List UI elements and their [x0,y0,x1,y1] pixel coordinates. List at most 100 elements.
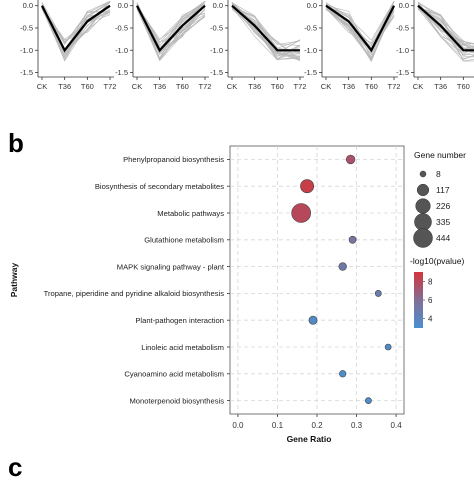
profile-y-tick-label: -1.5 [115,68,128,77]
color-legend-label: 4 [428,315,433,324]
profile-x-tick-label: T72 [199,82,212,91]
size-legend-title: Gene number [414,150,466,160]
y-axis-title: Pathway [9,262,19,297]
profile-y-tick-label: -0.5 [304,23,317,32]
profile-x-tick-label: T60 [176,82,189,91]
profile-x-tick-label: T72 [104,82,117,91]
panel-c-label: c [8,452,23,482]
gene-profile-line [136,8,206,62]
profile-subplot-1: 0.0 -0.5 -1.0 -1.5 CK T36 T60 T72 [20,0,116,91]
pathway-label: Plant-pathogen interaction [135,316,224,325]
enrichment-point [291,203,311,223]
pathway-label: Glutathione metabolism [144,236,224,245]
enrichment-point [365,397,372,404]
gene-profile-line [231,2,301,54]
x-tick-label: 0.1 [272,421,284,430]
profile-y-tick-label: -1.0 [304,46,317,55]
profile-y-tick-label: -1.0 [115,46,128,55]
enrichment-point [384,343,392,351]
enrichment-point [308,315,318,325]
color-legend-label: 6 [428,296,433,305]
profile-x-tick-label: T36 [342,82,355,91]
profile-x-tick-label: CK [321,82,331,91]
profile-y-tick-label: 0.0 [118,1,128,10]
profile-x-tick-label: CK [227,82,237,91]
profile-subplot-2: 0.0 -0.5 -1.0 -1.5 CK T36 T60 T72 [115,0,211,91]
mean-profile-line [231,4,300,52]
pathway-label: Linoleic acid metabolism [141,343,224,352]
profile-y-tick-label: -1.5 [210,68,223,77]
profile-y-tick-label: 0.0 [399,1,409,10]
size-legend-key [415,198,431,214]
profile-x-tick-label: T60 [457,82,470,91]
profile-y-tick-label: -1.5 [396,68,409,77]
pathway-label: Monoterpenoid biosynthesis [129,396,224,405]
size-legend-label: 8 [436,169,441,179]
profile-x-tick-label: T72 [388,82,401,91]
size-legend-label: 335 [436,217,450,227]
mean-profile-line [41,4,111,53]
color-legend-bar [414,272,423,328]
x-axis-title: Gene Ratio [287,434,332,444]
gene-profile-line [231,5,301,60]
mean-profile-line [417,4,474,52]
color-legend-title: -log10(pvalue) [410,256,465,266]
x-tick-label: 0.2 [311,421,323,430]
mean-profile-line [136,4,206,53]
profile-x-tick-label: T72 [294,82,307,91]
profile-x-tick-label: T36 [248,82,261,91]
gene-profile-line [417,2,474,51]
panel-a-profiles: 0.0 -0.5 -1.0 -1.5 CK T36 T60 T72 0.0 -0.5 -1.0 -1.… [20,0,474,91]
profile-y-tick-label: 0.0 [307,1,317,10]
enrichment-point [345,154,356,165]
x-tick-label: 0.0 [232,421,244,430]
profile-x-tick-label: T36 [434,82,447,91]
enrichment-point [339,370,347,378]
profile-x-tick-label: CK [413,82,423,91]
mean-profile-line [325,4,395,53]
gene-profile-line [231,8,301,55]
gene-profile-line [136,0,206,40]
profile-x-tick-label: T60 [271,82,284,91]
profile-x-tick-label: CK [132,82,142,91]
profile-y-tick-label: -1.5 [20,68,33,77]
profile-y-tick-label: -1.5 [304,68,317,77]
profile-y-tick-label: -1.0 [396,46,409,55]
panel-b-enrichment: 0.0 0.1 0.2 0.3 0.4 Phenylpropanoid biosynthe… [9,145,466,444]
pathway-label: Tropane, piperidine and pyridine alkaloi… [44,289,225,298]
enrichment-point [338,262,347,271]
gene-profile-line [417,9,474,52]
size-legend-key [413,228,433,248]
profile-subplot-3: 0.0 -0.5 -1.0 -1.5 CK T36 T60 T72 [210,0,306,91]
profile-y-tick-label: 0.0 [213,1,223,10]
gene-profile-line [417,5,474,49]
profile-y-tick-label: -1.0 [210,46,223,55]
profile-y-tick-label: -0.5 [396,23,409,32]
color-legend-label: 8 [428,277,433,286]
size-legend-label: 117 [436,185,450,195]
enrichment-point [300,179,315,194]
gene-profile-line [417,6,474,50]
size-legend-key [414,213,432,231]
enrichment-point [374,289,382,297]
gene-profile-line [417,8,474,46]
gene-profile-line [231,6,301,45]
pathway-label: MAPK signaling pathway - plant [117,262,225,271]
gene-profile-line [41,5,111,62]
profile-y-tick-label: -1.0 [20,46,33,55]
profile-subplot-4: 0.0 -0.5 -1.0 -1.5 CK T36 T60 T72 [304,0,400,91]
pathway-label: Metabolic pathways [157,209,224,218]
gene-profile-line [417,3,474,59]
size-legend-label: 444 [436,233,450,243]
gene-profile-line [417,2,474,55]
enrichment-point [348,235,357,244]
profile-y-tick-label: 0.0 [23,1,33,10]
profile-x-tick-label: T36 [153,82,166,91]
pathway-label: Phenylpropanoid biosynthesis [123,155,224,164]
pathway-label: Biosynthesis of secondary metabolites [95,182,224,191]
profile-x-tick-label: T60 [81,82,94,91]
pathway-label: Cyanoamino acid metabolism [124,370,224,379]
profile-y-tick-label: -0.5 [20,23,33,32]
gene-profile-line [325,1,395,41]
